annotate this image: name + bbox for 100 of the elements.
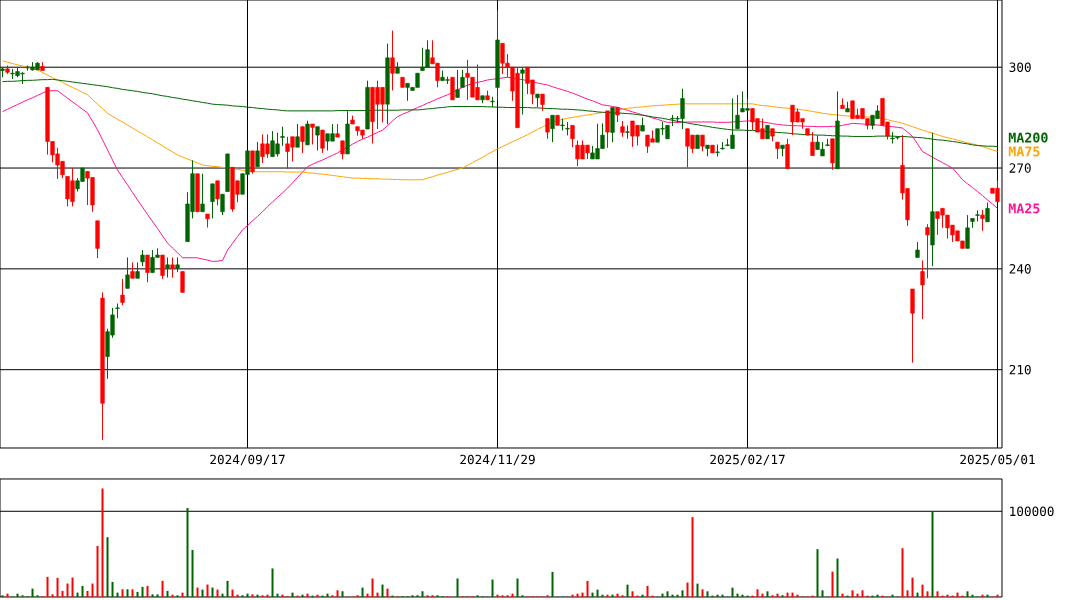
candlestick (920, 259, 925, 320)
bar (666, 591, 669, 597)
bar (706, 591, 709, 597)
bar (926, 591, 929, 597)
candlestick (450, 76, 455, 101)
bar (161, 580, 164, 597)
bar (206, 584, 209, 597)
bar (111, 581, 114, 597)
candlestick (315, 126, 320, 152)
candlestick (200, 173, 205, 213)
candlestick (215, 180, 220, 206)
candlestick (125, 256, 130, 289)
candlestick (300, 126, 305, 154)
x-tick-label: 2025/02/17 (710, 454, 785, 466)
bar (931, 511, 934, 597)
series-label: MA200 (1008, 132, 1048, 143)
candlestick (310, 123, 315, 146)
bar (686, 582, 689, 597)
bar (756, 589, 759, 597)
bar (676, 594, 679, 597)
x-tick-label: 2025/05/01 (960, 454, 1035, 466)
bar (216, 589, 219, 597)
y-tick-label: 270 (1009, 163, 1031, 173)
candlestick (280, 126, 285, 147)
bar (336, 590, 339, 597)
bar (101, 488, 104, 597)
bar (586, 580, 589, 597)
bar (166, 590, 169, 597)
bar (721, 594, 724, 597)
candlestick (625, 124, 630, 140)
bar (211, 587, 214, 597)
bar (196, 587, 199, 597)
bar (381, 584, 384, 597)
bar (766, 591, 769, 597)
bar (201, 589, 204, 597)
bar (131, 589, 134, 597)
candlestick (985, 202, 990, 223)
bar (836, 558, 839, 597)
bar (966, 591, 969, 597)
bar (51, 594, 54, 597)
bar (851, 590, 854, 597)
bar (646, 585, 649, 597)
bar (91, 583, 94, 597)
bar (56, 577, 59, 597)
candlestick (735, 94, 740, 130)
candlestick (165, 256, 170, 279)
candlestick (810, 131, 815, 157)
candlestick (220, 193, 225, 216)
bar (66, 583, 69, 597)
bar (186, 507, 189, 597)
candlestick (320, 129, 325, 154)
bar (731, 587, 734, 597)
bar (96, 545, 99, 597)
bar (141, 586, 144, 597)
bar (226, 580, 229, 597)
bar (191, 549, 194, 597)
bar (231, 589, 234, 597)
x-tick-label: 2024/11/29 (460, 454, 535, 466)
bar (861, 590, 864, 597)
bar (151, 594, 154, 597)
bar (791, 592, 794, 597)
candlestick (305, 120, 310, 146)
x-tick-label: 2024/09/17 (210, 454, 285, 466)
bar (361, 587, 364, 597)
candlestick (180, 271, 185, 293)
bar (626, 584, 629, 597)
y-tick-label: 210 (1009, 364, 1031, 375)
bar (86, 590, 89, 597)
candlestick (455, 69, 460, 98)
bar (146, 585, 149, 597)
candlestick (210, 183, 215, 219)
candlestick (250, 150, 255, 175)
series-label: MA25 (1008, 203, 1040, 214)
bar (701, 589, 704, 597)
candlestick (340, 140, 345, 160)
candlestick (965, 214, 970, 249)
bar (906, 590, 909, 597)
bar (71, 577, 74, 597)
bar (911, 577, 914, 597)
candlestick (295, 123, 300, 148)
candlestick (490, 96, 495, 108)
bar (61, 590, 64, 597)
bar (81, 585, 84, 597)
bar (251, 594, 254, 597)
candlestick (550, 114, 555, 143)
bar (136, 591, 139, 597)
y-tick-label: 100000 (1010, 506, 1054, 517)
bar (816, 549, 819, 597)
series-label: MA75 (1008, 146, 1040, 157)
candlestick (145, 254, 150, 283)
bar (691, 517, 694, 597)
y-tick-label: 240 (1009, 264, 1031, 274)
bar (46, 576, 49, 597)
candlestick (120, 278, 125, 306)
candlestick (605, 110, 610, 149)
candlestick (255, 141, 260, 168)
bar (371, 578, 374, 597)
bar (631, 591, 634, 597)
bar (156, 594, 159, 597)
candlestick (170, 256, 175, 279)
